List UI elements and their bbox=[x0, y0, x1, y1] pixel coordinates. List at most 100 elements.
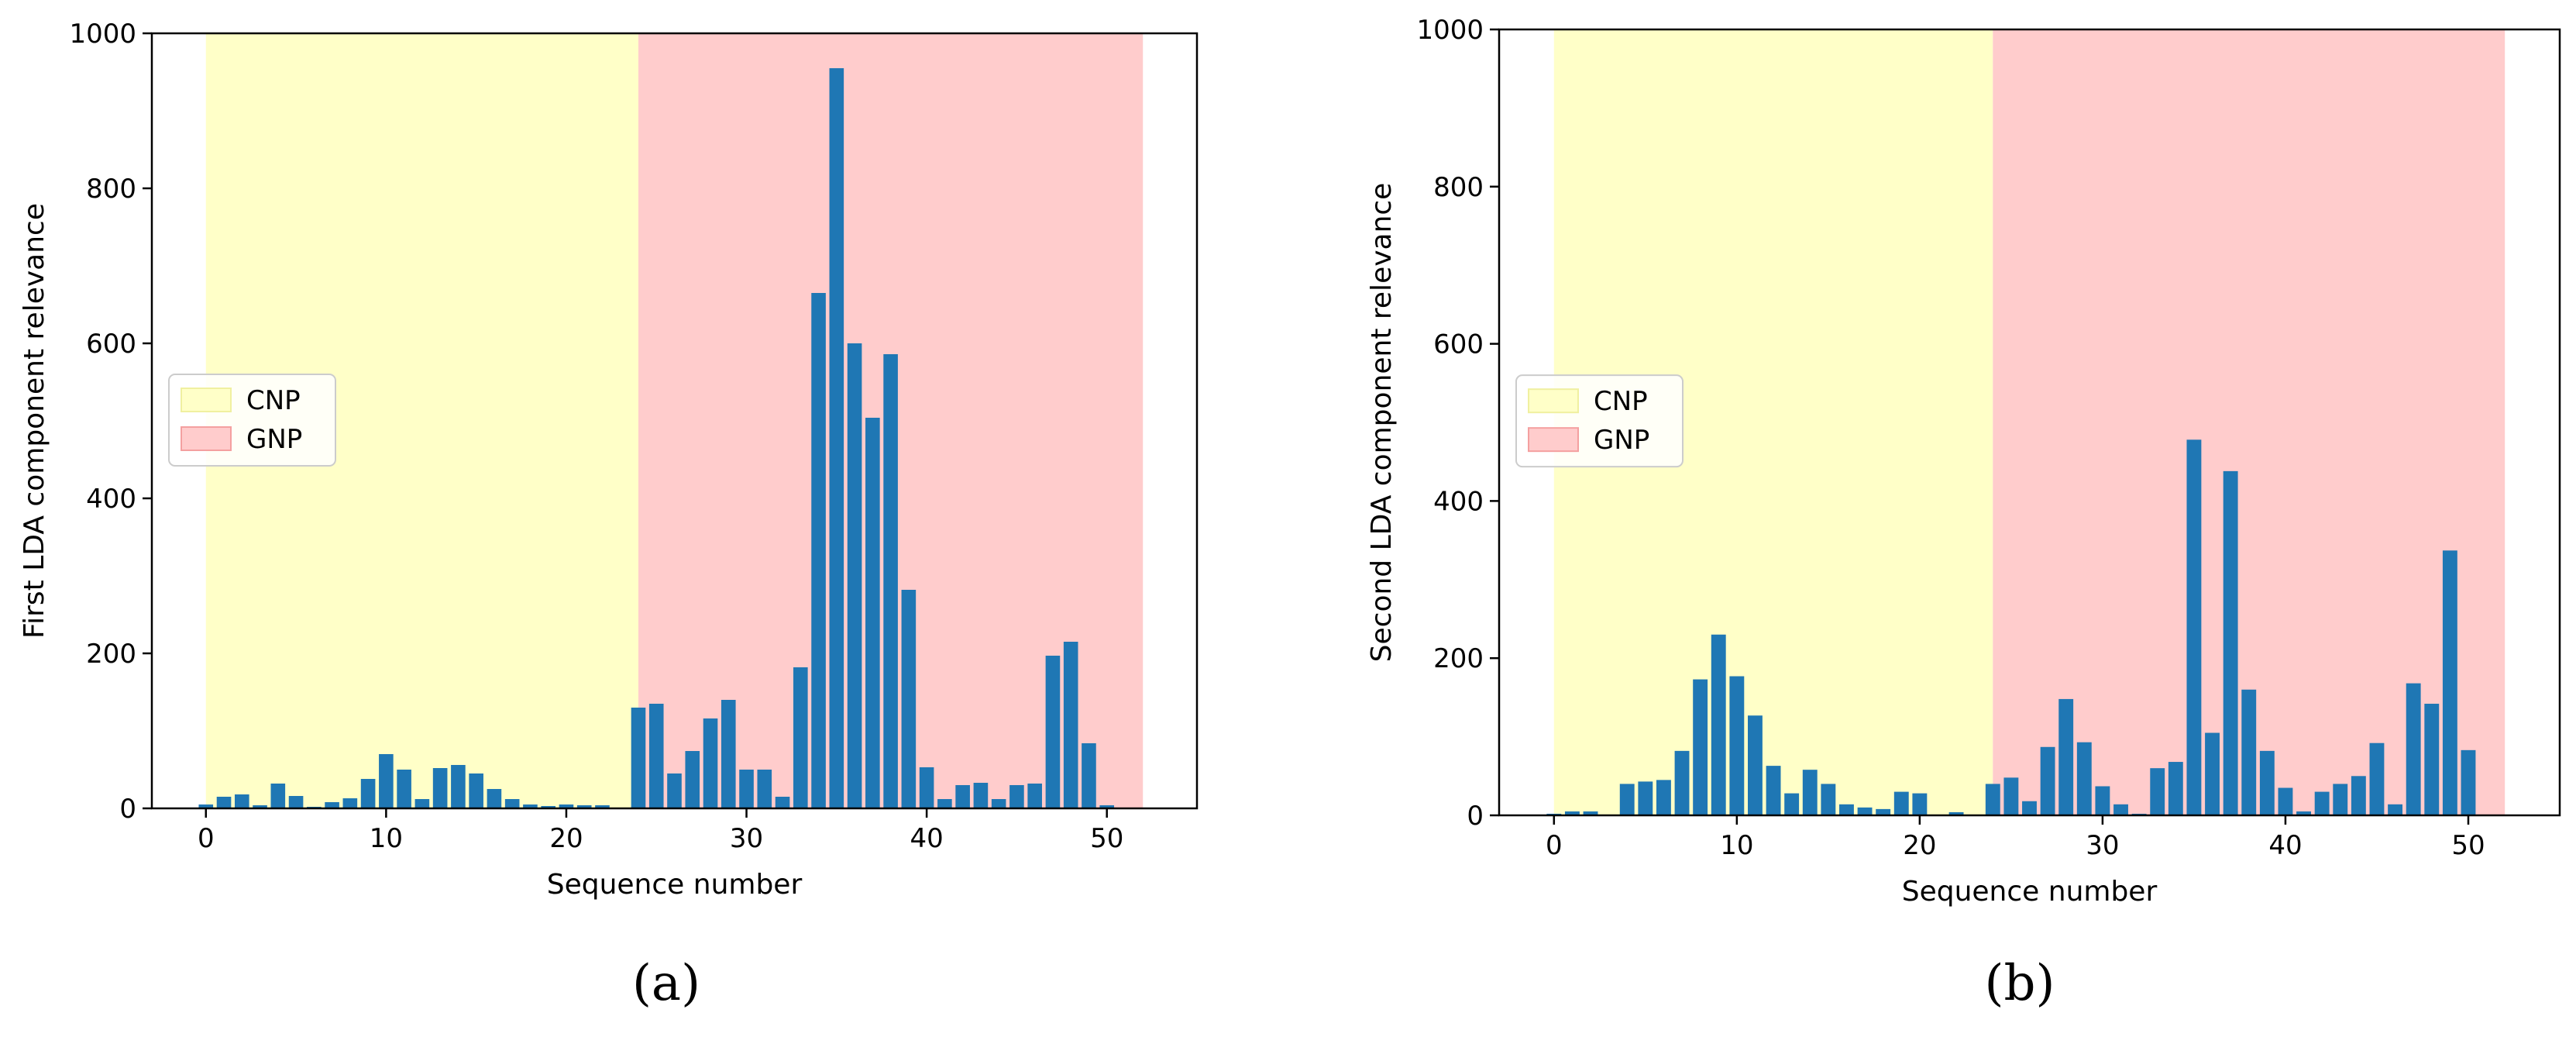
x-tick-label: 50 bbox=[1090, 823, 1123, 854]
bar bbox=[631, 708, 646, 808]
bar bbox=[1985, 784, 2000, 815]
bar bbox=[288, 796, 304, 808]
y-tick-label: 1000 bbox=[1416, 15, 1484, 46]
bar bbox=[2314, 791, 2330, 815]
bar bbox=[937, 799, 952, 808]
bar bbox=[1063, 642, 1078, 808]
bar bbox=[360, 779, 376, 808]
bar bbox=[685, 751, 700, 808]
bar bbox=[2003, 777, 2019, 815]
x-tick-label: 50 bbox=[2451, 830, 2485, 861]
bar bbox=[414, 799, 430, 808]
chart-panel-a: 0 10 20 30 40 50 0 200 400 600 800 1000 Sequence num… bbox=[19, 19, 1199, 1012]
bar bbox=[1638, 781, 1653, 815]
legend-label-cnp: CNP bbox=[1594, 386, 1648, 417]
bar bbox=[234, 794, 249, 808]
y-tick-label: 400 bbox=[1433, 486, 1484, 517]
bar bbox=[1839, 804, 1854, 815]
bar bbox=[576, 805, 592, 808]
bar bbox=[2058, 698, 2074, 815]
legend-label-gnp: GNP bbox=[1594, 425, 1649, 456]
bar bbox=[2040, 746, 2055, 815]
bar bbox=[2076, 742, 2092, 815]
bar bbox=[487, 789, 502, 808]
bar bbox=[1857, 807, 1873, 815]
bar bbox=[739, 770, 754, 808]
bar bbox=[595, 805, 610, 808]
bar bbox=[1027, 784, 1042, 808]
bar bbox=[2095, 786, 2110, 815]
bar bbox=[757, 770, 772, 808]
bar bbox=[198, 804, 214, 808]
legend-swatch-gnp bbox=[1528, 427, 1579, 453]
x-tick-label: 0 bbox=[198, 823, 215, 854]
bar bbox=[1784, 793, 1800, 815]
chart-panel-b: 0 10 20 30 40 50 0 200 400 600 800 1000 Sequence num… bbox=[1366, 15, 2561, 1012]
x-tick-label: 20 bbox=[549, 823, 583, 854]
x-tick-label: 30 bbox=[2086, 830, 2119, 861]
legend: CNP GNP bbox=[1515, 374, 1684, 468]
bar bbox=[793, 667, 808, 808]
bar bbox=[901, 590, 917, 808]
bar bbox=[1729, 676, 1745, 815]
bar bbox=[1619, 784, 1635, 815]
bar bbox=[1693, 679, 1708, 815]
bar bbox=[1821, 784, 1836, 815]
legend-swatch-cnp bbox=[1528, 388, 1579, 414]
bar bbox=[811, 293, 826, 808]
panel-label: (b) bbox=[1985, 955, 2055, 1012]
bar bbox=[1948, 811, 1964, 815]
y-tick-label: 0 bbox=[119, 794, 136, 825]
bar bbox=[2333, 784, 2348, 815]
bar bbox=[847, 343, 862, 808]
bar bbox=[2205, 732, 2220, 815]
bar bbox=[2168, 762, 2183, 815]
bar bbox=[451, 765, 466, 808]
bar bbox=[955, 785, 970, 808]
bar bbox=[432, 768, 448, 808]
y-tick-label: 600 bbox=[86, 329, 136, 360]
bar bbox=[2241, 689, 2257, 815]
axes-frame bbox=[150, 32, 1199, 810]
x-tick-label: 40 bbox=[910, 823, 943, 854]
bar bbox=[1674, 750, 1690, 815]
x-tick-label: 20 bbox=[1903, 830, 1936, 861]
bar bbox=[2351, 776, 2366, 815]
bar bbox=[2223, 470, 2238, 815]
bar bbox=[541, 806, 555, 808]
bar bbox=[342, 798, 358, 808]
bar bbox=[379, 754, 394, 808]
bar bbox=[1893, 791, 1909, 815]
y-tick-label: 200 bbox=[86, 639, 136, 670]
x-tick-label: 10 bbox=[370, 823, 403, 854]
bar bbox=[2259, 750, 2275, 815]
bar bbox=[973, 783, 989, 808]
bar bbox=[883, 354, 898, 808]
y-axis-label: First LDA component relevance bbox=[19, 203, 50, 639]
x-tick-label: 0 bbox=[1546, 830, 1563, 861]
bar bbox=[667, 773, 682, 808]
bar bbox=[523, 804, 538, 808]
legend-swatch-cnp bbox=[181, 388, 232, 412]
bar bbox=[991, 799, 1006, 808]
bar bbox=[2113, 804, 2128, 815]
bar bbox=[703, 718, 718, 808]
y-tick-label: 600 bbox=[1433, 329, 1484, 360]
bar bbox=[1876, 808, 1891, 815]
legend-label-cnp: CNP bbox=[246, 385, 301, 416]
bar bbox=[1748, 715, 1763, 815]
bar bbox=[2424, 704, 2440, 815]
bar bbox=[1711, 634, 1726, 815]
legend-swatch-gnp bbox=[181, 426, 232, 451]
x-tick-label: 40 bbox=[2268, 830, 2302, 861]
bar bbox=[1564, 811, 1580, 815]
y-tick-label: 200 bbox=[1433, 643, 1484, 674]
legend-label-gnp: GNP bbox=[246, 424, 302, 455]
bar bbox=[2150, 768, 2165, 815]
bar bbox=[2388, 804, 2403, 815]
legend: CNP GNP bbox=[168, 374, 336, 467]
bar bbox=[721, 700, 736, 808]
x-axis-label: Sequence number bbox=[547, 869, 803, 901]
bar bbox=[270, 784, 286, 808]
